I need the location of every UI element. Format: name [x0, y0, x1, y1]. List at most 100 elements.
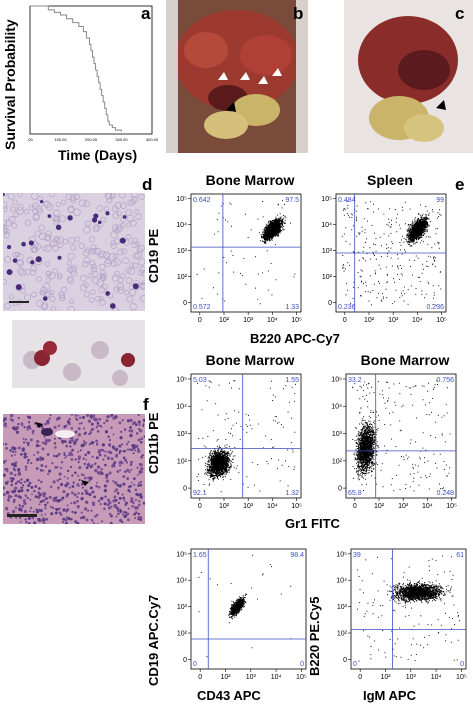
y-tick-label: 10⁵: [331, 376, 342, 383]
x-tick-label: 10⁵: [456, 674, 467, 681]
quadrant-ll: 0.236: [338, 304, 356, 311]
mouse-photo-b: [166, 0, 308, 153]
plot-frame: [190, 373, 302, 499]
flow-plot-spleen-cd19-b220: 0.484 99 0.236 0.236 0 0 10² 10² 10³ 10³ 10⁴ 10⁴ 10⁵…: [321, 193, 447, 324]
x-tick-label: 10⁴: [412, 317, 423, 324]
x-tick-label: 0: [343, 317, 347, 324]
arrow-icon: [272, 68, 282, 76]
quadrant-lr: 0.248: [436, 490, 454, 497]
x-tick-label: 10⁴: [267, 317, 278, 324]
y-tick-label: 10⁴: [176, 222, 187, 229]
xlabel-igm-apc: IgM APC: [363, 688, 416, 703]
y-tick-label: 10⁴: [176, 578, 187, 585]
plot-frame: [190, 193, 302, 313]
y-tick-label: 10²: [337, 631, 348, 638]
arrow-icon: [258, 76, 268, 84]
x-tick-label: 0: [198, 503, 202, 510]
quadrant-ur: 99: [436, 197, 444, 204]
quadrant-ll: 65.8: [348, 490, 362, 497]
survival-xtick: 400.00: [146, 137, 159, 142]
y-tick-label: 10³: [177, 248, 188, 255]
quadrant-ul: 0.484: [338, 197, 356, 204]
survival-xticks: .00 100.00 200.00 300.00 400.00: [27, 137, 159, 142]
survival-chart: .00 100.00 200.00 300.00 400.00: [27, 5, 159, 142]
blood-smear-zoom-image: [12, 320, 145, 388]
x-tick-label: 10⁴: [422, 503, 433, 510]
x-tick-label: 10⁴: [431, 674, 442, 681]
y-tick-label: 0: [343, 657, 347, 664]
x-tick-label: 10⁵: [291, 503, 302, 510]
y-tick-label: 0: [183, 657, 187, 664]
y-tick-label: 10⁵: [336, 551, 347, 558]
x-tick-label: 10³: [406, 674, 417, 681]
x-tick-label: 10⁵: [296, 674, 307, 681]
survival-curve: [30, 5, 122, 132]
x-tick-label: 10⁴: [271, 674, 282, 681]
title-spleen: Spleen: [367, 172, 413, 188]
survival-xtick: 100.00: [54, 137, 67, 142]
x-tick-label: 10²: [220, 674, 231, 681]
quadrant-ul: 39: [353, 552, 361, 559]
plot-frame: [350, 548, 467, 670]
flow-plot-bm-cd11b-gr1-2: 33.2 0.756 65.8 0.248 0 0 10² 10² 10³ 10³ 10⁴ 10⁴ 10…: [331, 373, 457, 510]
y-tick-label: 0: [183, 300, 187, 307]
panel-label-e: e: [455, 175, 465, 194]
y-tick-label: 10³: [337, 604, 348, 611]
title-bone-marrow-1: Bone Marrow: [205, 172, 295, 188]
y-tick-label: 0: [338, 486, 342, 493]
y-tick-label: 10²: [332, 458, 343, 465]
arrow-icon: [436, 100, 446, 110]
quadrant-ll: 0: [353, 661, 357, 668]
y-tick-label: 10⁵: [176, 551, 187, 558]
scatter-points: [196, 200, 296, 305]
x-tick-label: 10²: [374, 503, 385, 510]
x-tick-label: 10³: [388, 317, 399, 324]
y-tick-label: 10³: [177, 431, 188, 438]
x-tick-label: 10³: [246, 674, 257, 681]
survival-frame: [29, 5, 153, 135]
xlabel-gr1-fitc: Gr1 FITC: [285, 516, 340, 531]
survival-xlabel: Time (Days): [58, 147, 138, 163]
x-tick-label: 10³: [398, 503, 409, 510]
quadrant-lr: 0: [300, 661, 304, 668]
blood-smear-image: [3, 193, 145, 311]
quadrant-ur: 0.756: [436, 377, 454, 384]
y-tick-label: 10⁴: [336, 578, 347, 585]
title-bone-marrow-3: Bone Marrow: [360, 352, 450, 368]
scatter-points: [352, 380, 451, 492]
arrow-icon: [218, 72, 228, 80]
y-tick-label: 0: [183, 486, 187, 493]
x-tick-label: 10⁵: [436, 317, 447, 324]
arrow-icon: [240, 72, 250, 80]
x-tick-label: 10⁵: [446, 503, 457, 510]
y-tick-label: 10⁵: [321, 196, 332, 203]
x-tick-label: 10³: [243, 503, 254, 510]
y-tick-label: 10³: [332, 431, 343, 438]
quadrant-ur: 1.55: [285, 377, 299, 384]
survival-xtick: 200.00: [85, 137, 98, 142]
quadrant-ul: 5.03: [193, 377, 207, 384]
title-bone-marrow-2: Bone Marrow: [205, 352, 295, 368]
x-tick-label: 10²: [219, 317, 230, 324]
x-tick-label: 10³: [243, 317, 254, 324]
plot-frame: [190, 548, 307, 670]
x-tick-label: 0: [198, 317, 202, 324]
panel-label-a: a: [141, 4, 151, 23]
quadrant-ll: 92.1: [193, 490, 207, 497]
arrow-icon: [226, 102, 236, 112]
x-tick-label: 10²: [219, 503, 230, 510]
y-tick-label: 10⁴: [176, 404, 187, 411]
y-tick-label: 10²: [177, 274, 188, 281]
panel-label-c: c: [455, 4, 465, 23]
quadrant-lr: 1.33: [285, 304, 299, 311]
quadrant-ur: 98.4: [290, 552, 304, 559]
ylabel-cd19-pe: CD19 PE: [146, 228, 161, 283]
survival-xtick: 300.00: [115, 137, 128, 142]
panel-label-b: b: [293, 4, 304, 23]
scatter-points: [198, 554, 292, 658]
x-tick-label: 10⁵: [291, 317, 302, 324]
quadrant-ll: 0.572: [193, 304, 211, 311]
x-tick-label: 10²: [364, 317, 375, 324]
